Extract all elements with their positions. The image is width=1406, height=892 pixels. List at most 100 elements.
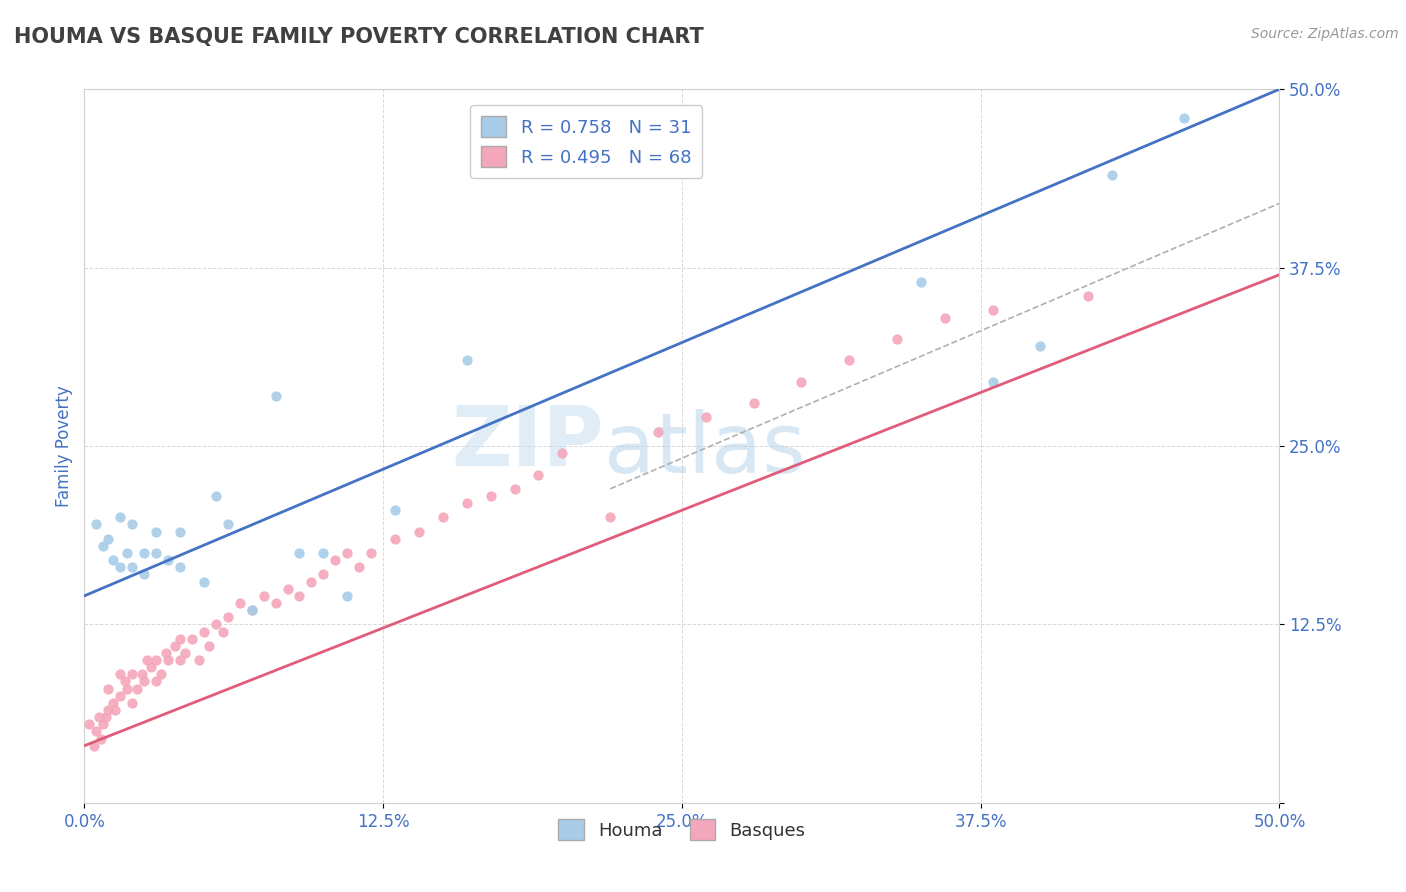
Point [432, 510, 454, 524]
Point [205, 617, 228, 632]
Point [87, 710, 110, 724]
Point [742, 396, 765, 410]
Point [384, 503, 406, 517]
Point [125, 681, 148, 696]
Point [934, 310, 956, 325]
Point [90, 731, 112, 746]
Point [110, 667, 132, 681]
Point [193, 574, 215, 589]
Text: ZIP: ZIP [451, 402, 605, 483]
Legend: Houma, Basques: Houma, Basques [551, 812, 813, 847]
Point [1077, 289, 1099, 303]
Point [165, 639, 187, 653]
Point [110, 510, 132, 524]
Point [101, 553, 124, 567]
Point [104, 703, 127, 717]
Point [456, 353, 478, 368]
Y-axis label: Family Poverty: Family Poverty [55, 385, 73, 507]
Point [527, 467, 550, 482]
Point [132, 674, 156, 689]
Point [1173, 111, 1195, 125]
Point [93, 539, 115, 553]
Point [240, 603, 263, 617]
Point [145, 674, 167, 689]
Point [169, 653, 191, 667]
Point [157, 553, 180, 567]
Point [77, 717, 100, 731]
Point [93, 717, 115, 731]
Point [551, 446, 574, 460]
Point [97, 703, 120, 717]
Point [86, 517, 108, 532]
Point [145, 524, 167, 539]
Point [117, 681, 139, 696]
Point [188, 653, 211, 667]
Point [110, 560, 132, 574]
Point [145, 546, 167, 560]
Point [240, 603, 263, 617]
Point [157, 653, 180, 667]
Point [132, 546, 156, 560]
Point [647, 425, 669, 439]
Point [83, 739, 105, 753]
Point [205, 489, 228, 503]
Point [838, 353, 860, 368]
Point [1029, 339, 1052, 353]
Point [217, 517, 239, 532]
Point [97, 532, 120, 546]
Point [910, 275, 932, 289]
Point [121, 517, 143, 532]
Point [101, 696, 124, 710]
Point [301, 574, 323, 589]
Point [886, 332, 908, 346]
Point [264, 389, 287, 403]
Point [336, 589, 359, 603]
Point [981, 303, 1004, 318]
Point [135, 653, 157, 667]
Point [479, 489, 502, 503]
Point [599, 510, 621, 524]
Point [131, 667, 153, 681]
Point [456, 496, 478, 510]
Point [408, 524, 430, 539]
Point [117, 546, 139, 560]
Point [86, 724, 108, 739]
Point [312, 546, 335, 560]
Point [169, 560, 191, 574]
Text: Source: ZipAtlas.com: Source: ZipAtlas.com [1251, 27, 1399, 41]
Point [121, 667, 143, 681]
Point [695, 410, 717, 425]
Point [97, 681, 120, 696]
Point [193, 624, 215, 639]
Text: HOUMA VS BASQUE FAMILY POVERTY CORRELATION CHART: HOUMA VS BASQUE FAMILY POVERTY CORRELATI… [14, 27, 704, 46]
Point [349, 560, 371, 574]
Point [325, 553, 347, 567]
Point [169, 524, 191, 539]
Point [173, 646, 195, 660]
Point [336, 546, 359, 560]
Point [790, 375, 813, 389]
Point [384, 532, 406, 546]
Point [212, 624, 235, 639]
Point [288, 546, 311, 560]
Point [277, 582, 299, 596]
Point [121, 560, 143, 574]
Point [114, 674, 136, 689]
Point [169, 632, 191, 646]
Point [132, 567, 156, 582]
Point [264, 596, 287, 610]
Point [312, 567, 335, 582]
Point [149, 667, 172, 681]
Point [145, 653, 167, 667]
Point [253, 589, 276, 603]
Point [503, 482, 526, 496]
Point [94, 710, 117, 724]
Point [360, 546, 382, 560]
Point [110, 689, 132, 703]
Point [155, 646, 177, 660]
Point [981, 375, 1004, 389]
Point [288, 589, 311, 603]
Point [181, 632, 204, 646]
Point [217, 610, 239, 624]
Point [229, 596, 252, 610]
